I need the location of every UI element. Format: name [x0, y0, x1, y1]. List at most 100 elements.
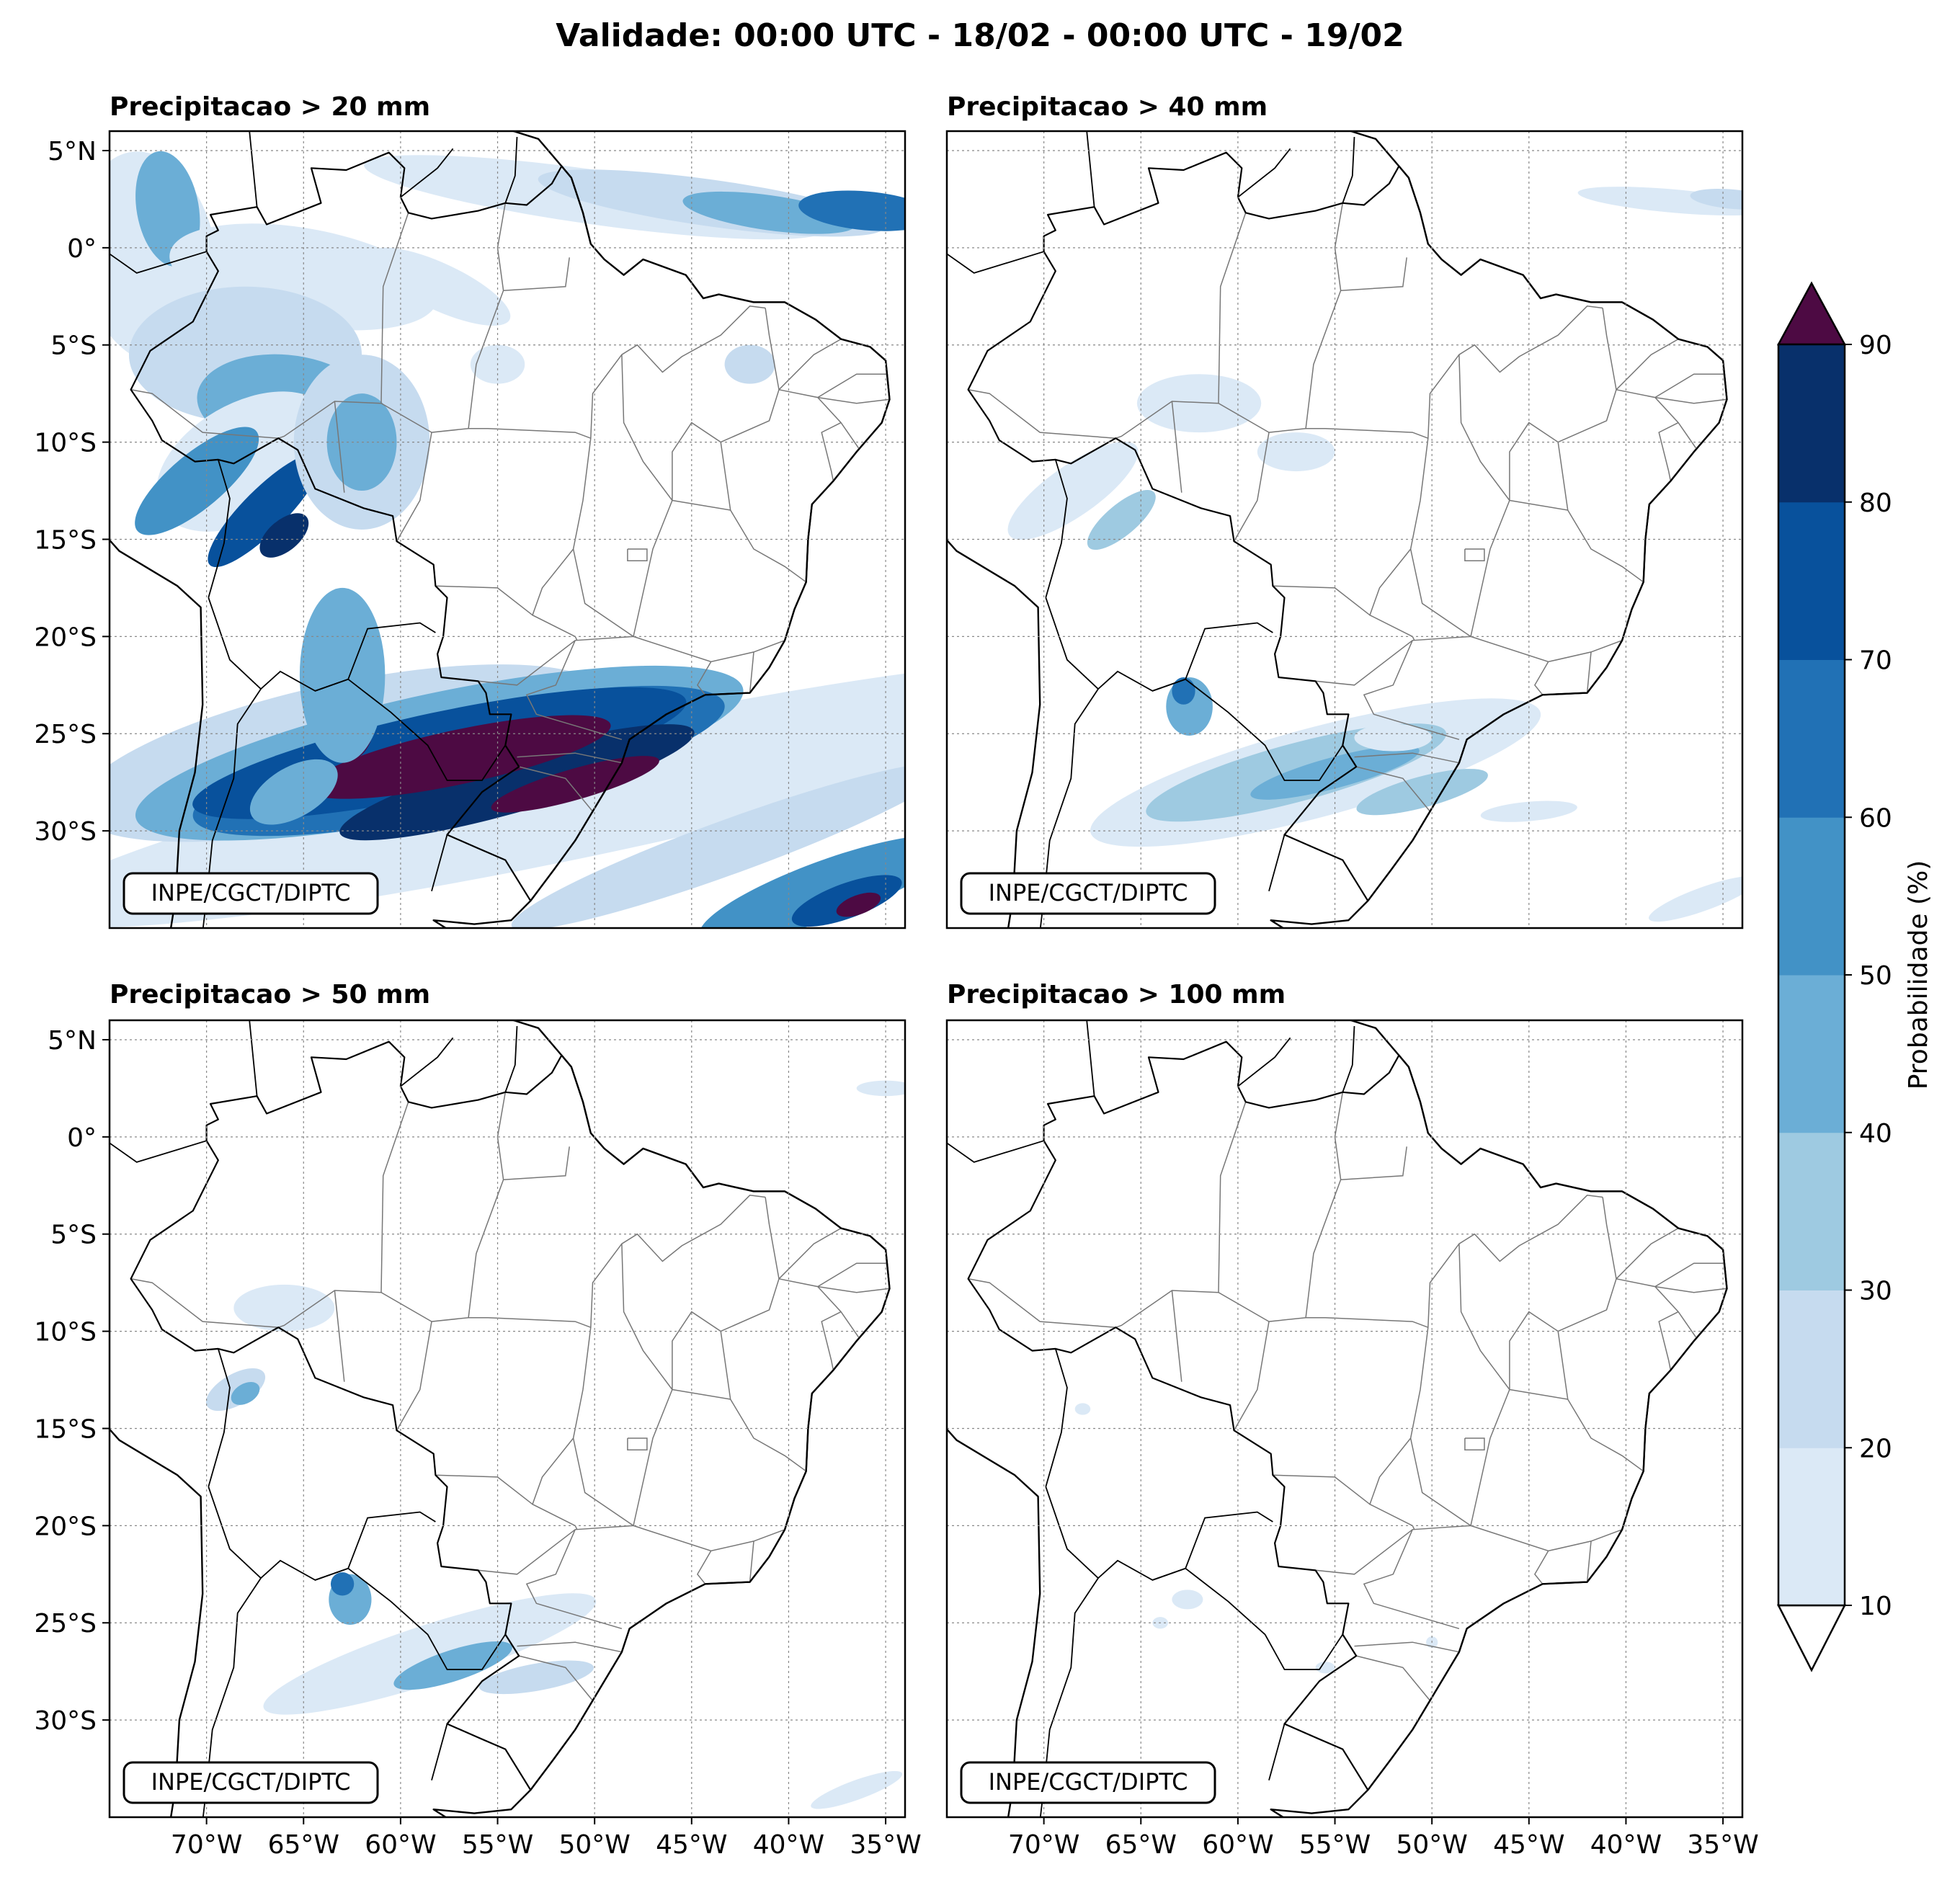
brazil-border	[130, 151, 891, 902]
probability-area	[208, 453, 322, 568]
lon-tick-label: 60°W	[365, 1830, 436, 1860]
panel-2-map: INPE/CGCT/DIPTC	[945, 130, 1744, 929]
colorbar: 10 20 30 40 50 60 70 80 90 Probabilidade (%)	[1776, 281, 1933, 1672]
lat-tick-label: 15°S	[34, 1414, 97, 1444]
colorbar-tick-label: 90	[1859, 331, 1892, 360]
state-border	[968, 1278, 1116, 1328]
state-border	[1409, 1437, 1471, 1527]
state-border	[778, 338, 842, 391]
probability-area	[1356, 769, 1488, 816]
probability-area	[1690, 189, 1742, 210]
panel-2-title: Precipitacao > 40 mm	[947, 92, 1268, 122]
credit-text: INPE/CGCT/DIPTC	[989, 879, 1188, 906]
map-frame	[108, 130, 906, 929]
state-border	[778, 1278, 860, 1338]
map-frame	[945, 130, 1744, 929]
country-border	[431, 834, 448, 891]
state-border	[1218, 1102, 1247, 1293]
state-border	[1354, 1641, 1460, 1653]
probability-area	[1007, 441, 1139, 540]
state-border	[1218, 213, 1247, 404]
country-border	[1268, 834, 1286, 891]
probability-area	[811, 1770, 903, 1809]
state-border	[817, 1262, 886, 1288]
state-border	[1586, 651, 1592, 693]
lat-tick-label: 30°S	[34, 817, 97, 847]
country-border	[1237, 148, 1291, 198]
country-border	[947, 251, 1044, 274]
lon-tick-label: 65°W	[268, 1830, 339, 1860]
lat-tick-label: 0°	[67, 234, 97, 264]
lon-tick-label: 70°W	[1008, 1830, 1079, 1860]
country-border	[110, 1140, 207, 1163]
state-border	[435, 585, 533, 616]
state-border	[334, 1290, 345, 1382]
state-border	[1356, 1655, 1431, 1701]
country-border	[1152, 1567, 1344, 1670]
colorbar-segment	[1778, 659, 1845, 818]
state-border	[1278, 306, 1603, 686]
lat-tick-label: 5°N	[48, 1026, 97, 1056]
probability-area	[798, 190, 905, 231]
gridlines	[947, 1020, 1742, 1817]
country-border	[431, 1724, 448, 1780]
state-border	[778, 389, 860, 449]
country-border	[249, 131, 258, 208]
lat-tick-label: 30°S	[34, 1706, 97, 1736]
brazil-border	[967, 1040, 1728, 1791]
state-border	[525, 640, 623, 741]
state-border	[1616, 1278, 1697, 1338]
state-border	[1363, 640, 1460, 741]
lon-tick-label: 35°W	[1687, 1830, 1758, 1860]
country-border	[1086, 1020, 1095, 1097]
state-border	[672, 1311, 731, 1400]
state-border	[749, 1541, 754, 1582]
probability-area	[699, 835, 905, 928]
state-border	[821, 1311, 842, 1370]
probability-area	[249, 759, 338, 825]
state-border	[1658, 1311, 1679, 1370]
lat-tick-label: 5°N	[48, 137, 97, 166]
lat-tick-label: 25°S	[34, 720, 97, 749]
state-border	[1616, 1227, 1679, 1280]
country-border	[1045, 1348, 1068, 1487]
probability-area	[393, 1641, 512, 1690]
state-border	[627, 1437, 648, 1450]
lon-tick-label: 50°W	[558, 1830, 630, 1860]
colorbar-tick-label: 50	[1859, 961, 1892, 991]
state-border	[1363, 1529, 1460, 1630]
country-border	[110, 251, 207, 274]
state-border	[1509, 422, 1569, 511]
probability-area	[856, 1080, 905, 1097]
state-border	[749, 651, 754, 693]
state-border	[1567, 1399, 1644, 1472]
state-border	[334, 401, 345, 493]
colorbar-tick-label: 60	[1859, 803, 1892, 833]
gridlines	[110, 131, 905, 928]
country-border	[208, 459, 231, 598]
state-border	[572, 548, 634, 638]
state-border	[672, 422, 731, 511]
state-border	[1586, 1541, 1592, 1582]
lon-tick-label: 65°W	[1105, 1830, 1177, 1860]
state-border	[1464, 1437, 1485, 1450]
lon-tick-label: 70°W	[171, 1830, 242, 1860]
brazil-border	[130, 1040, 891, 1791]
colorbar-tick-label: 70	[1859, 646, 1892, 676]
lat-tick-label: 15°S	[34, 525, 97, 555]
lat-tick-label: 5°S	[50, 331, 97, 361]
panel-4-map: 70°W 65°W 60°W 55°W 50°W 45°W 40°W 35°W INPE/CGC…	[945, 1019, 1759, 1860]
credit-text: INPE/CGCT/DIPTC	[989, 1768, 1188, 1796]
gridlines	[947, 131, 1742, 928]
panel-4: Precipitacao > 100 mm 70°W 65°W 60°W 55°W 50…	[945, 980, 1759, 1860]
probability-area	[1074, 1403, 1091, 1415]
state-border	[525, 1529, 623, 1630]
lat-tick-label: 20°S	[34, 623, 97, 652]
map-frame	[108, 1019, 906, 1819]
probability-area	[306, 715, 611, 799]
panel-1-map: 5°N 0° 5°S 10°S 15°S 20°S 25°S 30°S INPE/CGCT/DI…	[34, 130, 906, 929]
lon-tick-label: 45°W	[1493, 1830, 1564, 1860]
probability-area	[1649, 875, 1742, 922]
probability-area	[135, 427, 259, 535]
